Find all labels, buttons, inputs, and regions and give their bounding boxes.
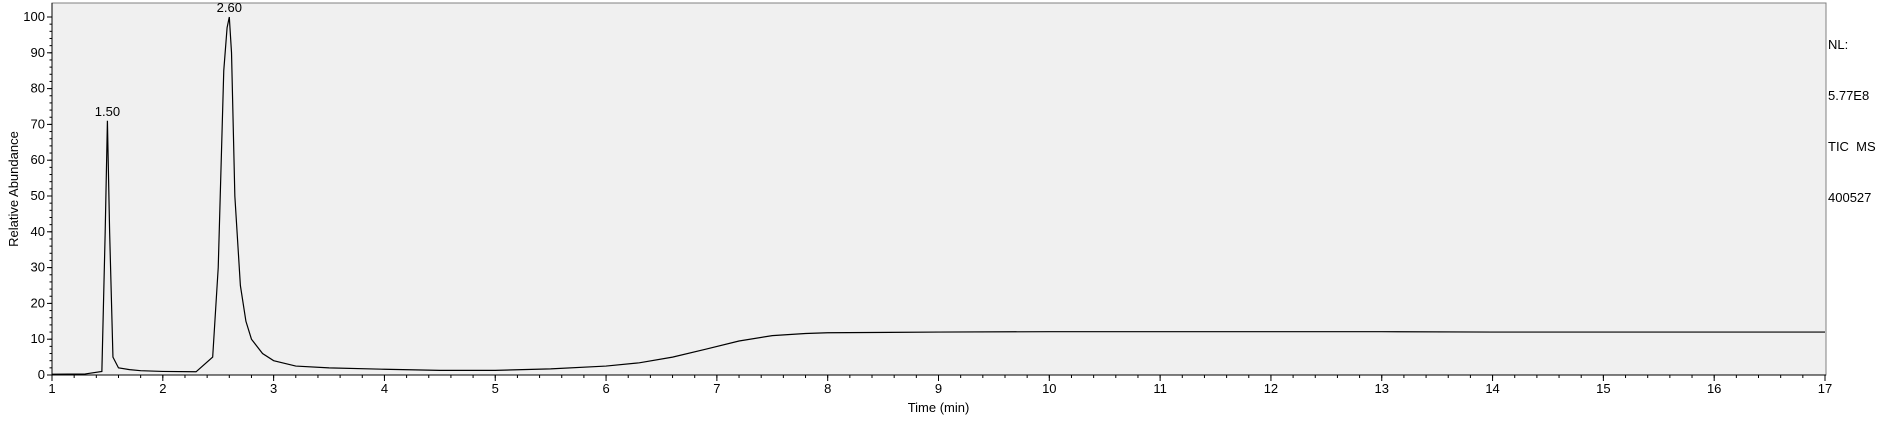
x-tick-label: 3 <box>270 381 277 396</box>
x-tick-label: 12 <box>1264 381 1278 396</box>
y-tick-label: 90 <box>31 45 45 60</box>
x-tick-label: 8 <box>824 381 831 396</box>
nl-label: NL: <box>1828 37 1849 52</box>
y-tick-label: 80 <box>31 81 45 96</box>
peak-label: 1.50 <box>95 104 120 119</box>
x-tick-label: 9 <box>935 381 942 396</box>
x-tick-label: 5 <box>492 381 499 396</box>
x-tick-label: 7 <box>713 381 720 396</box>
x-tick-label: 14 <box>1485 381 1499 396</box>
y-tick-label: 50 <box>31 188 45 203</box>
y-axis-label: Relative Abundance <box>6 131 21 247</box>
y-tick-label: 60 <box>31 152 45 167</box>
x-tick-label: 17 <box>1818 381 1832 396</box>
x-tick-label: 1 <box>48 381 55 396</box>
y-tick-label: 100 <box>23 9 45 24</box>
y-tick-label: 10 <box>31 331 45 346</box>
plot-area <box>51 2 1827 376</box>
nl-value: 5.77E8 <box>1828 88 1870 103</box>
x-tick-label: 6 <box>602 381 609 396</box>
x-tick-label: 13 <box>1375 381 1389 396</box>
scan-filter: TIC MS <box>1828 139 1876 154</box>
series-line <box>51 16 1825 375</box>
x-tick-label: 10 <box>1042 381 1056 396</box>
y-tick-label: 20 <box>31 295 45 310</box>
x-tick-label: 4 <box>381 381 388 396</box>
x-axis-label: Time (min) <box>908 400 970 415</box>
x-tick-label: 11 <box>1153 381 1167 396</box>
y-tick-label: 0 <box>38 367 45 382</box>
x-tick-label: 2 <box>159 381 166 396</box>
info-panel: NL: 5.77E8 TIC MS 400527 <box>1828 2 1876 223</box>
y-tick-label: 30 <box>31 260 45 275</box>
y-tick-label: 70 <box>31 116 45 131</box>
x-tick-label: 15 <box>1596 381 1610 396</box>
y-tick-label: 40 <box>31 224 45 239</box>
x-tick-label: 16 <box>1707 381 1721 396</box>
peak-label: 2.60 <box>217 0 242 15</box>
file-id: 400527 <box>1828 190 1872 205</box>
